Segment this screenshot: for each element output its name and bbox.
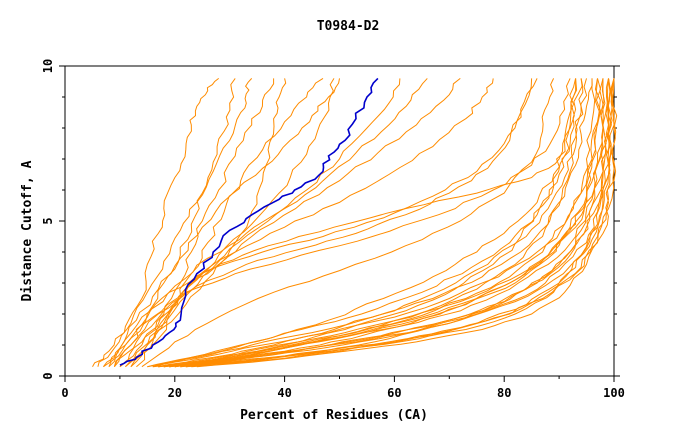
x-tick-label: 100 — [603, 386, 625, 400]
series-line — [97, 78, 253, 367]
axis-ticks — [59, 65, 620, 382]
series-line — [113, 78, 236, 367]
y-tick-label: 0 — [41, 372, 55, 379]
series-line — [113, 78, 494, 367]
x-tick-label: 40 — [277, 386, 291, 400]
x-tick-label: 80 — [497, 386, 511, 400]
series-line — [108, 78, 428, 368]
series-line — [130, 78, 335, 368]
series-line — [196, 78, 617, 368]
y-tick-label: 5 — [41, 217, 55, 224]
series-line — [163, 78, 615, 368]
series-line — [108, 78, 571, 367]
series-line — [158, 78, 583, 368]
series-line — [152, 78, 601, 368]
tick-labels: 0 20 40 60 80 100 0 5 10 — [41, 59, 625, 400]
series-line — [185, 78, 604, 368]
series-line — [119, 78, 401, 368]
series-line — [158, 78, 605, 368]
series-layer — [92, 77, 618, 368]
series-line — [114, 78, 538, 368]
x-tick-label: 0 — [61, 386, 68, 400]
series-line — [125, 78, 287, 368]
highlight-series-line — [119, 77, 379, 366]
chart-title: T0984-D2 — [317, 19, 380, 34]
x-tick-label: 20 — [168, 386, 182, 400]
series-line — [103, 78, 340, 368]
series-line — [191, 78, 612, 368]
series-line — [136, 78, 461, 368]
series-line — [92, 78, 220, 367]
series-line — [169, 78, 601, 368]
series-line — [103, 78, 533, 368]
series-line — [125, 78, 577, 368]
series-line — [185, 78, 615, 368]
series-line — [174, 78, 609, 368]
series-line — [180, 78, 613, 368]
series-line — [169, 78, 611, 368]
series-line — [130, 77, 324, 367]
x-axis-label: Percent of Residues (CA) — [240, 408, 428, 423]
highlight-layer — [119, 77, 379, 366]
series-line — [152, 78, 577, 368]
y-axis-label: Distance Cutoff, A — [20, 160, 35, 301]
x-tick-label: 60 — [387, 386, 401, 400]
series-line — [119, 78, 275, 368]
series-line — [141, 78, 555, 368]
series-line — [147, 78, 593, 368]
y-tick-label: 10 — [41, 59, 55, 73]
series-line — [163, 78, 588, 368]
series-line — [163, 78, 596, 368]
